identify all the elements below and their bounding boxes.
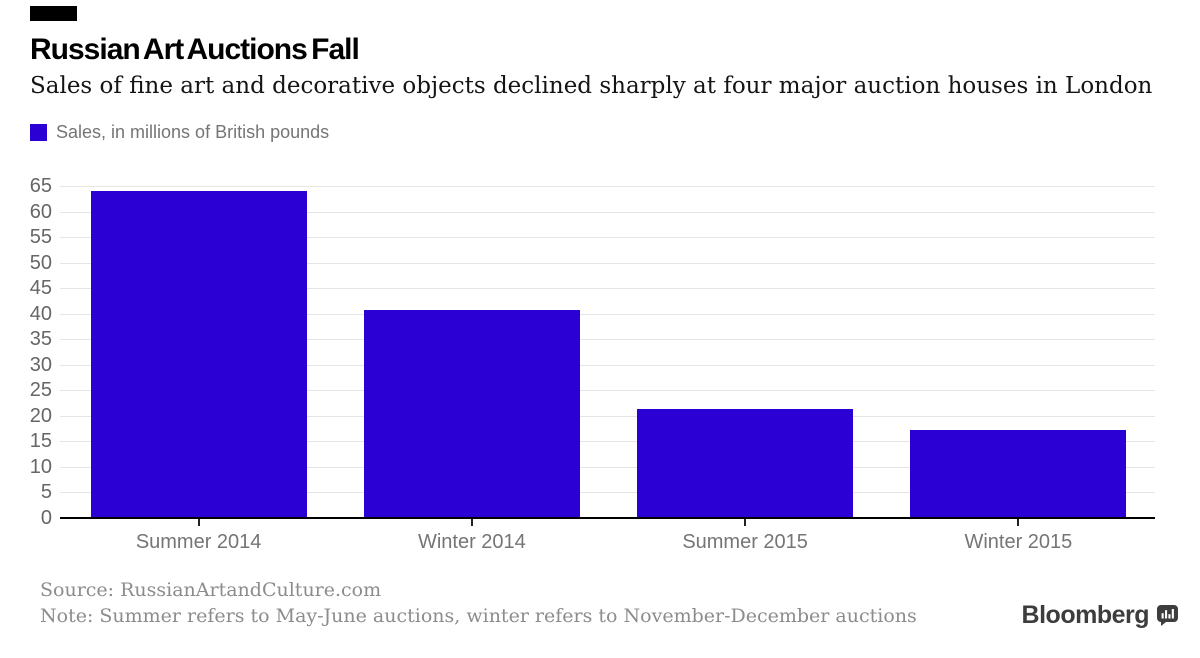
legend: Sales, in millions of British pounds: [30, 122, 329, 143]
gridline: [60, 186, 1155, 187]
y-tick-label: 60: [29, 200, 52, 223]
x-tick-mark: [197, 519, 200, 526]
bar-column: [335, 186, 608, 518]
gridline: [60, 390, 1155, 392]
y-tick-label: 40: [29, 302, 52, 325]
chart-title: Russian Art Auctions Fall: [30, 33, 360, 66]
x-axis-line: [60, 517, 1155, 519]
y-tick-label: 45: [29, 277, 52, 300]
bloomberg-flag-mark: [30, 6, 77, 21]
note-line: Note: Summer refers to May-June auctions…: [40, 605, 917, 627]
y-tick-label: 0: [40, 507, 52, 529]
y-tick-label: 50: [29, 251, 52, 274]
x-category: Summer 2015: [609, 519, 882, 554]
y-tick-label: 65: [29, 175, 52, 197]
gridline: [60, 288, 1155, 290]
gridline: [60, 339, 1155, 341]
bar: [910, 430, 1127, 518]
bar-column: [609, 186, 882, 518]
gridline: [60, 262, 1155, 264]
bar: [90, 190, 307, 518]
gridline: [60, 466, 1155, 468]
gridline: [60, 211, 1155, 213]
y-tick-label: 35: [29, 328, 52, 351]
y-tick-label: 20: [29, 404, 52, 427]
x-tick-mark: [744, 519, 747, 526]
gridline: [60, 313, 1155, 315]
footer-notes: Source: RussianArtandCulture.com Note: S…: [40, 577, 917, 629]
y-tick-label: 5: [40, 481, 52, 504]
bloomberg-terminal-icon: [1157, 605, 1178, 626]
gridline: [60, 237, 1155, 239]
x-tick-mark: [470, 519, 473, 526]
x-tick-label: Winter 2014: [417, 531, 526, 553]
chart-subtitle: Sales of fine art and decorative objects…: [30, 73, 1153, 99]
gridline: [60, 364, 1155, 366]
bloomberg-wordmark: Bloomberg: [1021, 601, 1150, 629]
gridline: [60, 415, 1155, 417]
source-line: Source: RussianArtandCulture.com: [40, 579, 382, 601]
legend-label: Sales, in millions of British pounds: [56, 122, 330, 142]
bar: [363, 310, 580, 518]
legend-swatch: [30, 124, 47, 141]
x-axis-labels: Summer 2014 Winter 2014 Summer 2015 Winter …: [62, 519, 1155, 554]
bar-column: [62, 186, 335, 518]
x-category: Winter 2015: [882, 519, 1155, 554]
x-category: Winter 2014: [335, 519, 608, 554]
bar: [637, 409, 854, 518]
x-tick-mark: [1017, 519, 1020, 526]
y-tick-label: 15: [29, 430, 52, 453]
x-tick-label: Winter 2015: [964, 531, 1073, 553]
bar-column: [882, 186, 1155, 518]
y-tick-label: 55: [29, 226, 52, 249]
gridline: [60, 492, 1155, 494]
x-tick-label: Summer 2014: [135, 531, 262, 553]
y-tick-label: 25: [29, 379, 52, 402]
x-tick-label: Summer 2015: [682, 531, 808, 553]
bloomberg-logo: Bloomberg: [1022, 601, 1178, 630]
y-tick-label: 30: [29, 353, 52, 376]
gridline: [60, 441, 1155, 443]
x-category: Summer 2014: [62, 519, 335, 554]
plot-area: [62, 186, 1155, 518]
y-tick-label: 10: [29, 455, 52, 478]
